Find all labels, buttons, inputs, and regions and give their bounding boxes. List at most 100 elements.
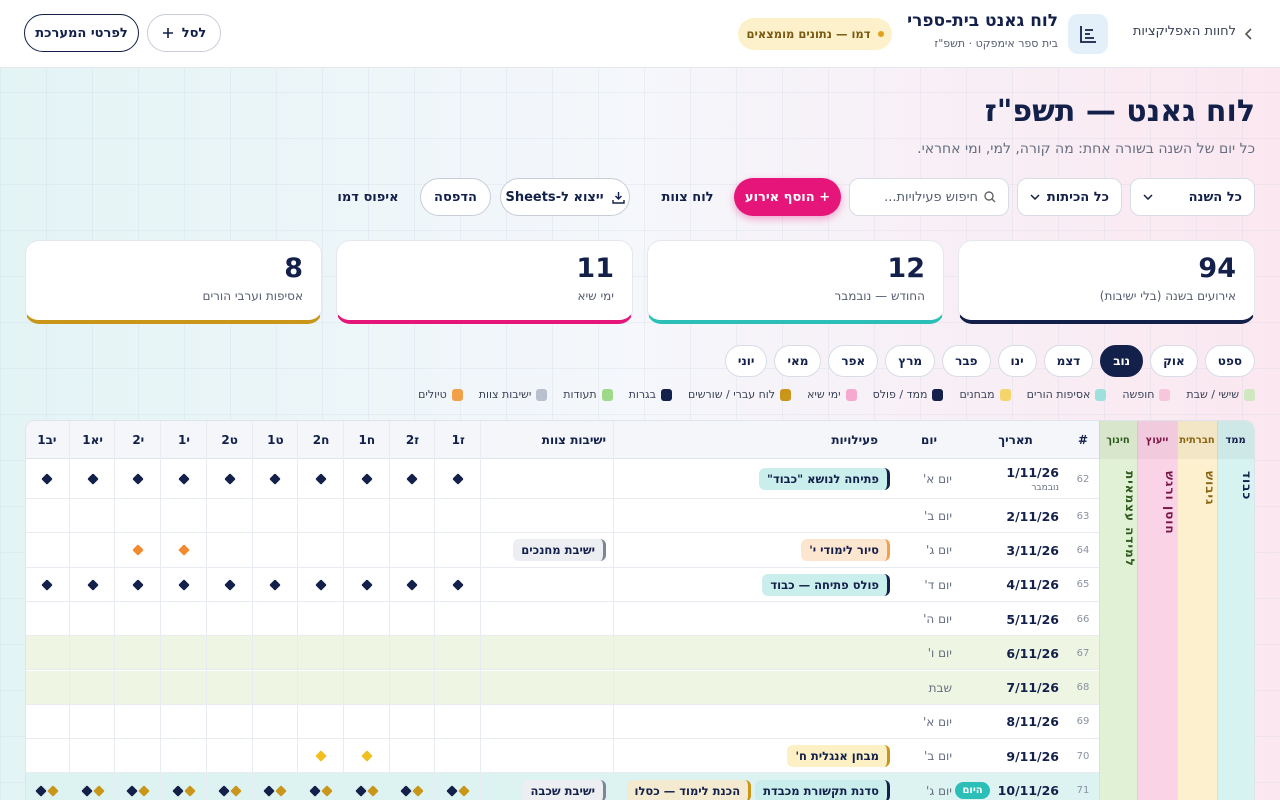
legend-swatch: [601, 388, 613, 401]
events-cell: [614, 671, 894, 705]
track-header: ממד: [1217, 421, 1254, 459]
event-chip[interactable]: פולס פתיחה — כבוד: [762, 573, 890, 596]
legend-swatch: [1244, 388, 1255, 401]
demo-badge: דמו — נתונים מומצאים: [738, 18, 892, 50]
range-label: כל השנה: [1188, 189, 1242, 205]
month-tab[interactable]: אוק: [1150, 345, 1198, 377]
class-label: כל הכיתות: [1046, 189, 1109, 205]
column-divider: [205, 421, 207, 800]
search-input[interactable]: חיפוש פעילויות...: [849, 178, 1009, 216]
staff-chip[interactable]: ישיבת מחנכים: [513, 539, 606, 562]
legend-item: בגרות: [629, 388, 672, 401]
event-marker: [355, 784, 367, 797]
event-chip[interactable]: פתיחה לנושא "כבוד": [758, 468, 890, 490]
date: 3/11/26: [1006, 542, 1059, 558]
month-tab[interactable]: פבר: [942, 345, 991, 377]
cart-button[interactable]: לסל: [147, 14, 221, 52]
reset-button[interactable]: איפוס דמו: [337, 189, 399, 205]
legend-label: ממד / פולס: [872, 388, 928, 401]
event-marker: [458, 784, 470, 797]
details-button[interactable]: לפרטי המערכת: [24, 14, 139, 52]
day-cell: יום ד': [924, 577, 952, 592]
date-line: 7/11/26: [1006, 680, 1059, 695]
event-marker: [41, 473, 53, 485]
legend-item: ישיבות צוות: [479, 388, 548, 401]
grade-cell: [161, 459, 207, 499]
date: 5/11/26: [1006, 611, 1059, 627]
add-event-button[interactable]: + הוסף אירוע: [734, 178, 841, 216]
grade-cell: [390, 459, 436, 499]
event-chip[interactable]: סיור לימודי י': [801, 539, 890, 562]
event-marker: [178, 473, 190, 485]
month-tab[interactable]: אפר: [828, 345, 879, 377]
app-icon: [1068, 14, 1108, 54]
legend-swatch: [451, 388, 463, 401]
grade-cell: [26, 705, 70, 739]
grade-cell: [435, 671, 481, 705]
day-cell: יום א': [922, 472, 952, 486]
event-chip[interactable]: מבחן אנגלית ח': [787, 745, 890, 768]
date: 10/11/26: [997, 783, 1059, 799]
grade-cell: [207, 459, 253, 499]
legend-label: תעודות: [563, 388, 597, 401]
month-tab[interactable]: דצמ: [1043, 345, 1094, 377]
print-button[interactable]: הדפסה: [420, 178, 491, 216]
date-line: 6/11/26: [1006, 646, 1059, 661]
row-number: 71: [1076, 785, 1090, 797]
download-icon: [611, 191, 625, 204]
class-select[interactable]: כל הכיתות: [1017, 178, 1122, 216]
grade-cell: [344, 602, 390, 636]
staff-chip[interactable]: ישיבת שכבה: [522, 779, 606, 800]
grade-cell: [253, 568, 299, 602]
grade-cell: [70, 533, 116, 567]
table-row: [26, 636, 1101, 671]
stat-label: אירועים בשנה (בלי ישיבות): [1099, 289, 1236, 303]
table-row: [26, 739, 1101, 774]
staff-cell: [481, 636, 614, 670]
back-link[interactable]: לחוות האפליקציות: [1132, 24, 1236, 39]
stat-label: ימי שיא: [577, 289, 614, 303]
column-divider: [342, 421, 344, 800]
stat-card: 8 אסיפות וערבי הורים: [25, 240, 322, 324]
stat-value: 12: [887, 253, 925, 284]
grade-header: י2: [132, 433, 145, 447]
grade-cell: [390, 773, 436, 800]
legend-item: חופשה: [1122, 388, 1171, 401]
legend-item: טיולים: [418, 388, 463, 401]
range-select[interactable]: כל השנה: [1130, 178, 1255, 216]
staff-cell: [481, 705, 614, 739]
export-button[interactable]: ייצוא ל-Sheets: [500, 178, 630, 216]
event-chip[interactable]: סדנת תקשורת מכבדת: [755, 779, 890, 800]
chevron-icon: [1143, 194, 1153, 200]
grade-cell: [298, 636, 344, 670]
staff-cell: [481, 499, 614, 533]
gantt-table: ממד כבוד חברתית גיבוש ייעוץ חוסן ורגש חינוך למי…: [25, 420, 1255, 800]
track-column: [1177, 421, 1217, 800]
track-column: [1217, 421, 1254, 800]
staff-board-button[interactable]: לוח צוות: [661, 189, 714, 205]
legend-label: אסיפות הורים: [1026, 388, 1091, 401]
grade-cell: [253, 671, 299, 705]
grade-cell: [344, 459, 390, 499]
month-tab[interactable]: יוני: [724, 345, 768, 377]
month-tab[interactable]: ינו: [997, 345, 1037, 377]
events-cell: [614, 499, 894, 533]
month-tab[interactable]: ספט: [1204, 345, 1255, 377]
staff-cell: ישיבת שכבה: [481, 773, 614, 800]
events-cell: פתיחה לנושא "כבוד": [614, 459, 894, 499]
event-marker: [223, 579, 236, 591]
grade-cell: [344, 499, 390, 533]
event-marker: [367, 784, 379, 797]
event-marker: [361, 473, 373, 485]
date: 7/11/26: [1006, 680, 1059, 696]
grade-cell: [26, 636, 70, 670]
month-tab[interactable]: מאי: [774, 345, 822, 377]
track-label: למידה עצמאית: [1123, 471, 1137, 567]
event-marker: [80, 784, 93, 797]
event-chip[interactable]: הכנת לימוד — כסלו: [626, 779, 752, 800]
staff-cell: [481, 671, 614, 705]
month-tab[interactable]: נוב: [1100, 345, 1144, 377]
event-marker: [446, 784, 458, 797]
month-tab[interactable]: מרץ: [885, 345, 936, 377]
stat-card: 12 החודש — נובמבר: [647, 240, 944, 324]
